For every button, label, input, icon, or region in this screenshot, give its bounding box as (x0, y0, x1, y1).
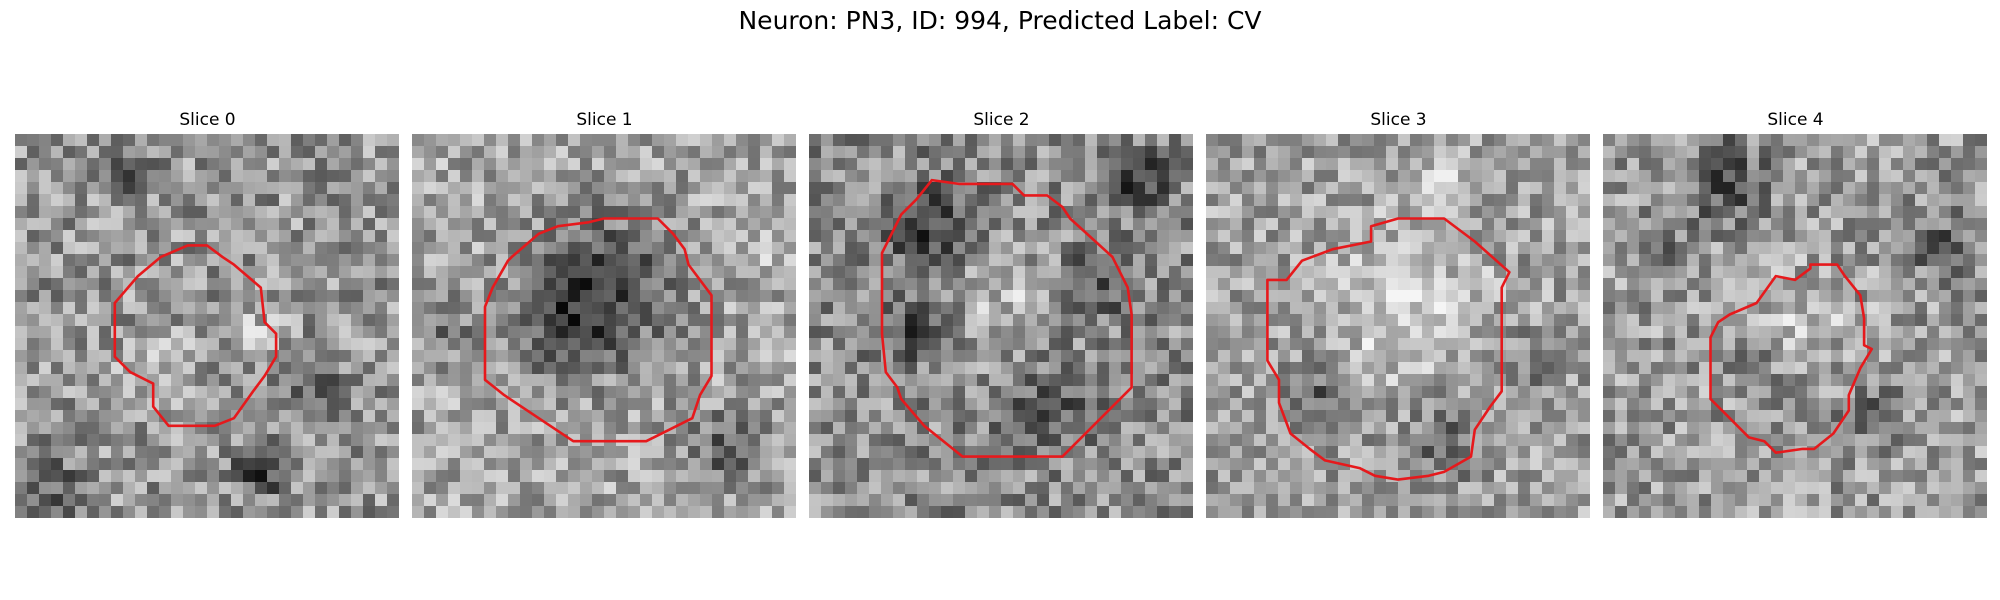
slice-panel-3: Slice 3 (1206, 108, 1591, 518)
slice-image (1206, 134, 1590, 518)
segmentation-contour (1266, 217, 1511, 481)
figure-title: Neuron: PN3, ID: 994, Predicted Label: C… (738, 6, 1262, 35)
segmentation-contour (880, 178, 1133, 458)
slice-image (1603, 134, 1987, 518)
slice-panel-0: Slice 0 (15, 108, 400, 518)
slice-title: Slice 1 (576, 110, 633, 130)
segmentation-contour (113, 244, 278, 428)
slice-panel-2: Slice 2 (809, 108, 1194, 518)
slice-title: Slice 0 (179, 110, 236, 130)
slice-title: Slice 4 (1767, 110, 1824, 130)
slice-image (809, 134, 1193, 518)
slice-title: Slice 2 (973, 110, 1030, 130)
segmentation-contour (1709, 263, 1874, 455)
segmentation-contour (483, 217, 713, 443)
slice-panel-4: Slice 4 (1603, 108, 1988, 518)
slice-title: Slice 3 (1370, 110, 1427, 130)
slice-panel-1: Slice 1 (412, 108, 797, 518)
slice-image (15, 134, 399, 518)
slice-image (412, 134, 796, 518)
